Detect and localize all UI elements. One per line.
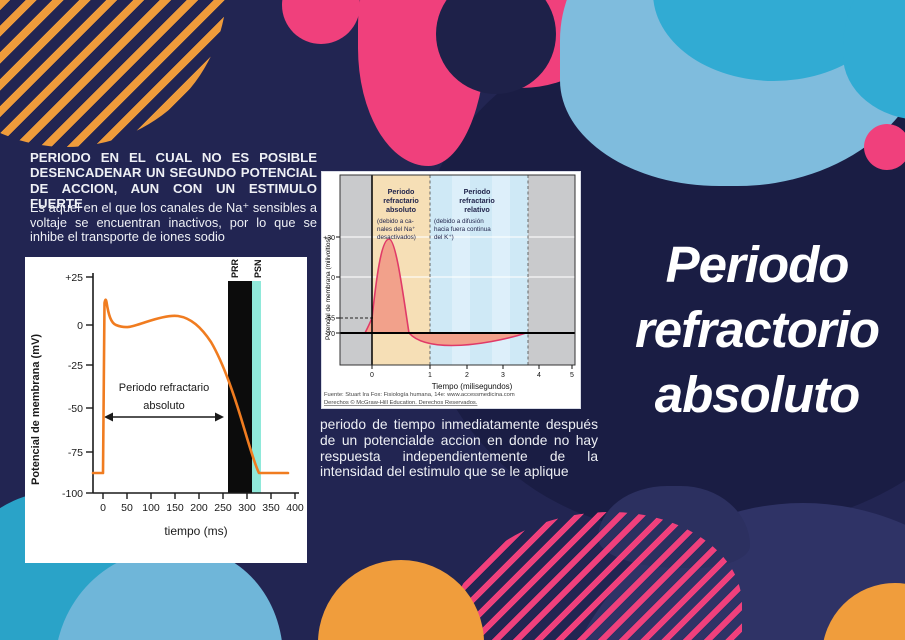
svg-text:del K⁺): del K⁺)	[434, 234, 454, 241]
slide-title-line3: absoluto	[654, 366, 861, 423]
svg-text:1: 1	[428, 372, 432, 379]
refractory-periods-figure: Periodo refractario absoluto (debido a c…	[322, 172, 580, 408]
svg-text:-25: -25	[68, 360, 83, 372]
svg-text:250: 250	[214, 502, 232, 514]
chart2-y-tickmarks	[336, 236, 340, 334]
chart1-psn-label: PSN	[253, 259, 263, 278]
slide-title-line1: Periodo	[665, 236, 850, 293]
svg-text:0: 0	[370, 372, 374, 379]
slide-title: Periodo refractorio absoluto	[608, 232, 905, 427]
svg-text:refractario: refractario	[459, 196, 495, 205]
chart2-source-line2: Derechos © McGraw-Hill Education. Derech…	[324, 399, 478, 406]
chart1-x-tickmarks	[102, 493, 296, 499]
svg-text:0: 0	[77, 320, 83, 332]
svg-text:2: 2	[465, 372, 469, 379]
slide-title-line2: refractorio	[634, 301, 880, 358]
chart1-y-tickmarks	[86, 276, 93, 494]
decor-orange-striped-circle	[0, 0, 227, 147]
svg-text:5: 5	[570, 372, 574, 379]
svg-text:50: 50	[121, 502, 133, 514]
svg-text:Periodo: Periodo	[464, 187, 491, 196]
chart2-gray-band-right	[528, 175, 575, 365]
svg-text:-50: -50	[68, 403, 83, 415]
svg-text:350: 350	[262, 502, 280, 514]
svg-text:(debido a ca-: (debido a ca-	[377, 218, 414, 225]
chart1-x-ticklabel-400: 400	[286, 502, 304, 514]
action-potential-chart-ms: PRR PSN +25 0 -25 -50 -75 -100	[25, 257, 307, 563]
chart1-span-label-line2: absoluto	[143, 400, 185, 412]
svg-text:100: 100	[142, 502, 160, 514]
svg-text:hacia fuera continua: hacia fuera continua	[434, 226, 491, 233]
svg-text:+30: +30	[323, 235, 335, 242]
svg-text:200: 200	[190, 502, 208, 514]
chart2-grid-column	[492, 175, 510, 365]
chart1-span-label-line1: Periodo refractario	[119, 382, 210, 394]
chart2-y-ticklabels: +30 0 -55 -70	[323, 235, 335, 338]
svg-text:desactivados): desactivados)	[377, 234, 416, 241]
decor-navy-cutout-circle	[436, 0, 556, 94]
decor-pink-circle-right	[864, 124, 905, 170]
chart2-plot-border	[339, 174, 576, 366]
chart2-relative-subheader: (debido a difusión hacia fuera continua …	[434, 218, 491, 241]
slide-heading: PERIODO EN EL CUAL NO ES POSIBLE DESENCA…	[30, 150, 317, 211]
chart1-psn-bar	[252, 281, 261, 493]
svg-text:-70: -70	[325, 331, 335, 338]
chart1-prr-label: PRR	[230, 258, 240, 278]
svg-text:-100: -100	[62, 488, 83, 500]
svg-text:+25: +25	[65, 272, 83, 284]
chart1-action-potential-curve	[91, 298, 290, 475]
svg-text:150: 150	[166, 502, 184, 514]
svg-text:-55: -55	[325, 316, 335, 323]
svg-text:relativo: relativo	[464, 205, 490, 214]
chart2-x-tickmarks	[371, 365, 573, 369]
chart2-source-line1: Fuente: Stuart Ira Fox: Fisiología human…	[324, 392, 515, 398]
svg-text:-75: -75	[68, 447, 83, 459]
chart2-grid-column	[452, 175, 470, 365]
decor-pink-circle-top	[282, 0, 360, 44]
svg-text:0: 0	[331, 275, 335, 282]
chart2-curve-fill	[340, 239, 526, 346]
svg-text:0: 0	[100, 502, 106, 514]
svg-text:refractario: refractario	[383, 196, 419, 205]
svg-text:3: 3	[501, 372, 505, 379]
svg-text:nales del Na⁺: nales del Na⁺	[377, 226, 415, 233]
chart2-x-axis-title: Tiempo (milisegundos)	[432, 382, 513, 391]
svg-text:(debido a difusión: (debido a difusión	[434, 218, 484, 225]
chart2-y-axis-title: Potencial de membrana (milivoltios)	[325, 237, 332, 340]
chart1-svg: PRR PSN +25 0 -25 -50 -75 -100	[30, 258, 304, 538]
svg-text:4: 4	[537, 372, 541, 379]
chart2-absolute-header: Periodo refractario absoluto	[383, 187, 419, 214]
chart2-absolute-subheader: (debido a ca- nales del Na⁺ desactivados…	[377, 218, 416, 241]
chart1-y-axis-title: Potencial de membrana (mV)	[30, 334, 42, 485]
chart1-y-ticklabels: +25 0 -25 -50 -75 -100	[62, 272, 83, 500]
svg-text:Periodo: Periodo	[388, 187, 415, 196]
chart1-x-ticklabels: 0 50 100 150 200 250 300 350	[100, 502, 280, 514]
definition-paragraph: periodo de tiempo inmediatamente después…	[320, 417, 598, 480]
chart2-svg: Periodo refractario absoluto (debido a c…	[323, 174, 576, 406]
chart2-relative-header: Periodo refractario relativo	[459, 187, 495, 214]
decor-orange-circle-bottomcenter	[318, 560, 484, 640]
chart2-gray-band-left	[340, 175, 372, 365]
intro-paragraph: Es aquel en el que los canales de Na⁺ se…	[30, 200, 317, 245]
chart1-x-axis-title: tiempo (ms)	[164, 524, 227, 538]
svg-text:300: 300	[238, 502, 256, 514]
chart1-span-arrow	[104, 412, 224, 422]
chart2-x-ticklabels: 0 1 2 3 4 5	[370, 372, 574, 379]
svg-text:absoluto: absoluto	[386, 205, 417, 214]
